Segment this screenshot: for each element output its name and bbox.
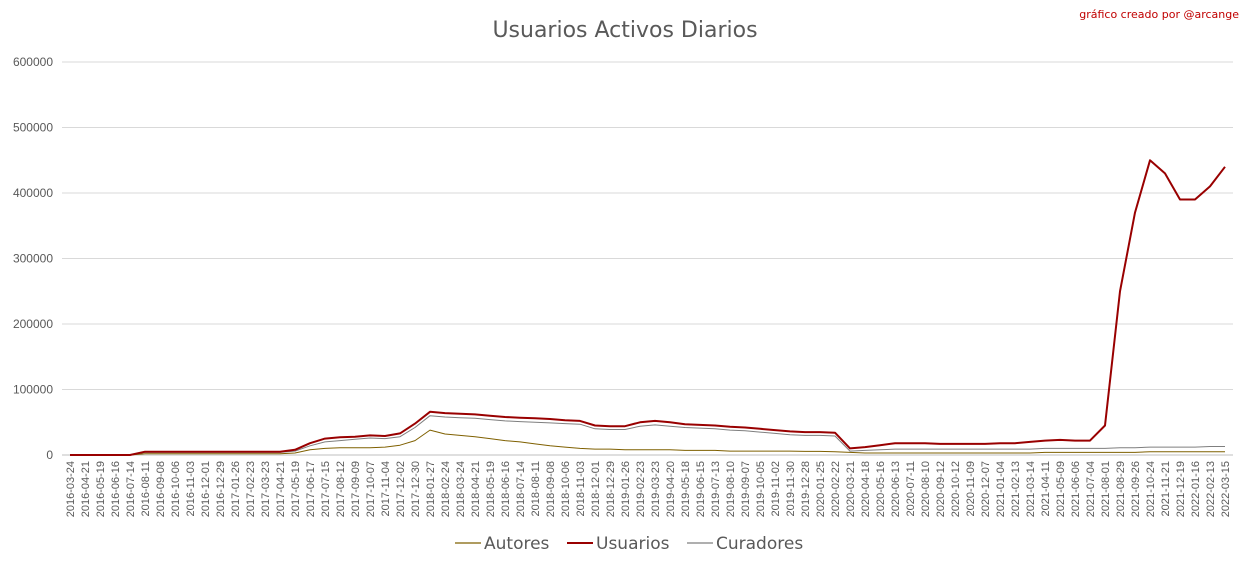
x-tick-label: 2021-11-21: [1160, 461, 1172, 516]
x-tick-label: 2021-03-14: [1025, 461, 1037, 517]
x-tick-label: 2019-03-23: [650, 461, 662, 517]
x-tick-label: 2019-05-18: [680, 461, 692, 517]
x-tick-label: 2022-02-13: [1205, 461, 1217, 517]
x-tick-label: 2021-06-06: [1070, 461, 1082, 517]
x-tick-label: 2017-10-07: [365, 461, 377, 517]
x-tick-label: 2019-10-05: [755, 461, 767, 517]
x-tick-label: 2017-01-26: [230, 461, 242, 517]
x-tick-label: 2017-12-30: [410, 461, 422, 517]
x-tick-label: 2021-07-04: [1085, 461, 1097, 517]
x-tick-label: 2019-01-26: [620, 461, 632, 517]
y-axis: 0 100000 200000 300000 400000 500000 600000: [13, 55, 53, 462]
x-tick-label: 2016-10-06: [170, 461, 182, 517]
x-tick-label: 2016-09-08: [155, 461, 167, 517]
y-tick-label: 400000: [13, 186, 53, 200]
x-tick-label: 2017-09-09: [350, 461, 362, 517]
legend-label-usuarios: Usuarios: [596, 534, 670, 554]
x-tick-label: 2020-01-25: [815, 461, 827, 517]
x-tick-label: 2021-12-19: [1175, 461, 1187, 517]
x-tick-label: 2018-05-19: [485, 461, 497, 517]
y-tick-label: 500000: [13, 121, 53, 135]
x-tick-label: 2018-08-11: [530, 461, 542, 516]
legend-label-curadores: Curadores: [716, 534, 803, 554]
x-tick-label: 2017-02-23: [245, 461, 257, 517]
x-tick-label: 2020-09-12: [935, 461, 947, 517]
x-tick-label: 2019-07-13: [710, 461, 722, 517]
x-tick-label: 2018-09-08: [545, 461, 557, 517]
x-tick-label: 2018-10-06: [560, 461, 572, 517]
grid-lines: [62, 61, 1233, 456]
x-tick-label: 2018-04-21: [470, 461, 482, 517]
y-tick-label: 200000: [13, 317, 53, 331]
y-tick-label: 600000: [13, 55, 53, 69]
chart-credit: gráfico creado por @arcange: [1079, 8, 1239, 21]
x-tick-label: 2020-04-18: [860, 461, 872, 517]
x-tick-label: 2018-12-01: [590, 461, 602, 517]
x-tick-label: 2020-06-13: [890, 461, 902, 517]
x-tick-label: 2019-11-30: [785, 461, 797, 516]
x-tick-label: 2017-06-17: [305, 461, 317, 517]
x-tick-label: 2021-08-01: [1100, 461, 1112, 517]
chart-title: Usuarios Activos Diarios: [492, 18, 757, 43]
x-tick-label: 2019-02-23: [635, 461, 647, 517]
series-line-autores: [70, 429, 1225, 456]
x-tick-label: 2020-08-10: [920, 461, 932, 517]
y-tick-label: 0: [46, 448, 53, 462]
x-tick-label: 2021-02-13: [1010, 461, 1022, 517]
x-tick-label: 2016-05-19: [95, 461, 107, 517]
x-tick-label: 2022-01-16: [1190, 461, 1202, 517]
x-tick-label: 2016-08-11: [140, 461, 152, 516]
y-tick-label: 100000: [13, 383, 53, 397]
x-tick-label: 2021-04-11: [1040, 461, 1052, 516]
x-tick-label: 2017-03-23: [260, 461, 272, 517]
series-line-usuarios: [70, 159, 1226, 456]
x-tick-label: 2020-07-11: [905, 461, 917, 516]
x-tick-label: 2020-11-09: [965, 461, 977, 516]
x-tick-label: 2020-02-22: [830, 461, 842, 517]
x-tick-label: 2021-05-09: [1055, 461, 1067, 517]
x-tick-label: 2018-01-27: [425, 461, 437, 517]
x-tick-label: 2017-04-21: [275, 461, 287, 517]
x-tick-label: 2018-12-29: [605, 461, 617, 517]
x-tick-label: 2022-03-15: [1220, 461, 1232, 517]
x-tick-label: 2016-11-03: [185, 461, 197, 516]
x-tick-label: 2017-08-12: [335, 461, 347, 517]
x-tick-label: 2018-02-24: [440, 461, 452, 517]
legend-label-autores: Autores: [484, 534, 550, 554]
x-tick-label: 2020-03-21: [845, 461, 857, 517]
x-tick-label: 2019-09-07: [740, 461, 752, 517]
x-tick-label: 2018-06-16: [500, 461, 512, 517]
x-tick-label: 2020-12-07: [980, 461, 992, 517]
legend: Autores Usuarios Curadores: [455, 534, 803, 554]
x-tick-label: 2016-04-21: [80, 461, 92, 517]
x-axis: 2016-03-24 2016-04-21 2016-05-19 2016-06-16…: [65, 461, 1232, 517]
x-tick-label: 2016-03-24: [65, 461, 77, 517]
x-tick-label: 2017-11-04: [380, 461, 392, 516]
x-tick-label: 2017-05-19: [290, 461, 302, 517]
x-tick-label: 2019-11-02: [770, 461, 782, 516]
x-tick-label: 2019-04-20: [665, 461, 677, 517]
x-tick-label: 2019-12-28: [800, 461, 812, 517]
x-tick-label: 2016-12-29: [215, 461, 227, 517]
x-tick-label: 2018-03-24: [455, 461, 467, 517]
x-tick-label: 2017-07-15: [320, 461, 332, 517]
x-tick-label: 2016-07-14: [125, 461, 137, 517]
x-tick-label: 2020-05-16: [875, 461, 887, 517]
x-tick-label: 2019-08-10: [725, 461, 737, 517]
x-tick-label: 2021-10-24: [1145, 461, 1157, 517]
x-tick-label: 2017-12-02: [395, 461, 407, 517]
series-lines: [70, 159, 1226, 456]
x-tick-label: 2020-10-12: [950, 461, 962, 517]
x-tick-label: 2021-09-26: [1130, 461, 1142, 517]
x-tick-label: 2021-08-29: [1115, 461, 1127, 517]
x-tick-label: 2021-01-04: [995, 461, 1007, 517]
x-tick-label: 2016-06-16: [110, 461, 122, 517]
y-tick-label: 300000: [13, 252, 53, 266]
x-tick-label: 2018-11-03: [575, 461, 587, 516]
x-tick-label: 2018-07-14: [515, 461, 527, 517]
x-tick-label: 2019-06-15: [695, 461, 707, 517]
x-tick-label: 2016-12-01: [200, 461, 212, 517]
